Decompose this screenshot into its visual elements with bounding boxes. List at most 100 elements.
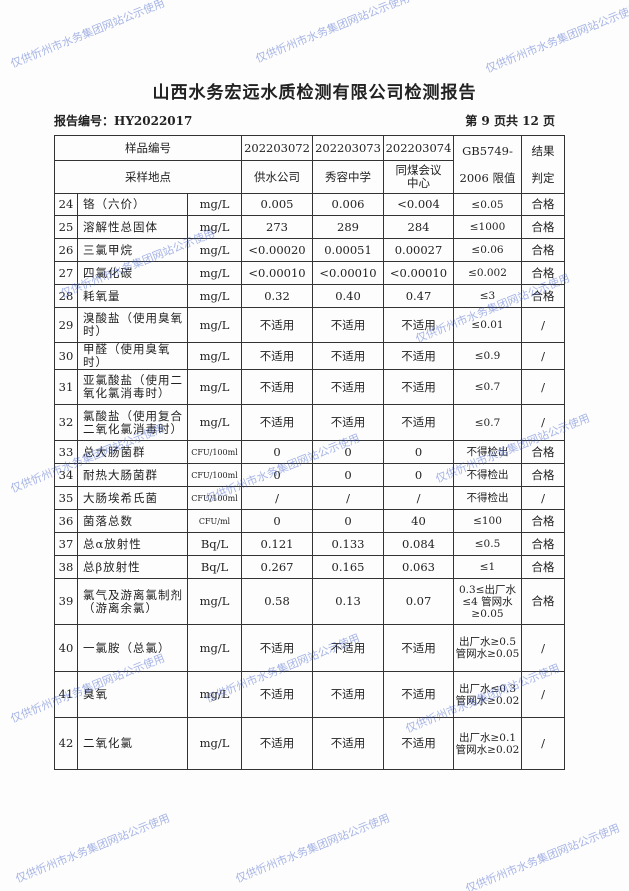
item-name: 菌落总数	[77, 509, 188, 533]
limit: 出厂水≤0.3 管网水≥0.02	[453, 671, 522, 718]
unit: CFU/100ml	[187, 463, 242, 487]
limit: ≤0.7	[453, 369, 522, 405]
result: 合格	[521, 532, 565, 556]
limit: ≤1	[453, 555, 522, 579]
value: 289	[312, 215, 384, 239]
sample-no: 202203073	[312, 135, 384, 161]
row-number: 36	[54, 509, 78, 533]
result: 合格	[521, 578, 565, 625]
unit: mg/L	[187, 261, 242, 285]
row-number: 35	[54, 486, 78, 510]
value: 不适用	[241, 342, 313, 370]
table-row: 33 总大肠菌群 CFU/100ml 0 0 0 不得检出 合格	[54, 440, 565, 464]
item-name: 亚氯酸盐（使用二氧化氯消毒时）	[77, 369, 188, 405]
item-name: 溶解性总固体	[77, 215, 188, 239]
value: 284	[383, 215, 454, 239]
unit: mg/L	[187, 215, 242, 239]
value: 不适用	[312, 342, 384, 370]
value: 0	[312, 463, 384, 487]
limit-header: GB5749- 2006 限值	[453, 135, 522, 194]
result: /	[521, 624, 565, 672]
row-number: 32	[54, 404, 78, 441]
table-row: 37 总α放射性 Bq/L 0.121 0.133 0.084 ≤0.5 合格	[54, 532, 565, 556]
limit-label-1: GB5749-	[462, 143, 513, 158]
item-name: 甲醛（使用臭氧时）	[77, 342, 188, 370]
limit: 0.3≤出厂水≤4 管网水≥0.05	[453, 578, 522, 625]
sample-no: 202203072	[241, 135, 313, 161]
value: /	[383, 486, 454, 510]
table-row: 38 总β放射性 Bq/L 0.267 0.165 0.063 ≤1 合格	[54, 555, 565, 579]
location: 同煤会议中心	[383, 160, 454, 194]
table-row: 34 耐热大肠菌群 CFU/100ml 0 0 0 不得检出 合格	[54, 463, 565, 487]
limit: ≤0.05	[453, 193, 522, 216]
value: 不适用	[383, 671, 454, 718]
unit: mg/L	[187, 717, 242, 770]
row-number: 33	[54, 440, 78, 464]
watermark: 仅供忻州市水务集团网站公示使用	[233, 811, 392, 886]
value: 不适用	[312, 717, 384, 770]
value: 不适用	[241, 369, 313, 405]
unit: CFU/100ml	[187, 440, 242, 464]
value: 不适用	[383, 342, 454, 370]
value: 不适用	[383, 369, 454, 405]
item-name: 一氯胺（总氯）	[77, 624, 188, 672]
value: <0.00020	[241, 238, 313, 262]
value: 不适用	[312, 404, 384, 441]
unit: mg/L	[187, 284, 242, 308]
value: 0	[383, 463, 454, 487]
value: 0.006	[312, 193, 384, 216]
result: 合格	[521, 509, 565, 533]
sample-no-label: 样品编号	[54, 135, 242, 161]
value: 0.40	[312, 284, 384, 308]
row-number: 41	[54, 671, 78, 718]
value: 0.00027	[383, 238, 454, 262]
result: /	[521, 369, 565, 405]
result: /	[521, 342, 565, 370]
row-number: 42	[54, 717, 78, 770]
value: 不适用	[383, 717, 454, 770]
result: 合格	[521, 440, 565, 464]
row-number: 39	[54, 578, 78, 625]
unit: mg/L	[187, 369, 242, 405]
table-row: 24 铬（六价） mg/L 0.005 0.006 <0.004 ≤0.05 合格	[54, 193, 565, 216]
item-name: 耐热大肠菌群	[77, 463, 188, 487]
value: 0.13	[312, 578, 384, 625]
value: 0	[312, 440, 384, 464]
value: <0.004	[383, 193, 454, 216]
unit: mg/L	[187, 404, 242, 441]
result: 合格	[521, 193, 565, 216]
item-name: 四氯化碳	[77, 261, 188, 285]
row-number: 40	[54, 624, 78, 672]
row-number: 30	[54, 342, 78, 370]
value: 不适用	[312, 671, 384, 718]
item-name: 总α放射性	[77, 532, 188, 556]
value: <0.00010	[241, 261, 313, 285]
limit: 出厂水≥0.1 管网水≥0.02	[453, 717, 522, 770]
page-title: 山西水务宏远水质检测有限公司检测报告	[152, 83, 477, 103]
value: 0.00051	[312, 238, 384, 262]
value: 不适用	[241, 307, 313, 343]
row-number: 24	[54, 193, 78, 216]
value: 273	[241, 215, 313, 239]
item-name: 耗氧量	[77, 284, 188, 308]
row-number: 28	[54, 284, 78, 308]
result: 合格	[521, 555, 565, 579]
result-label-2: 判定	[531, 170, 555, 185]
result: /	[521, 404, 565, 441]
result: /	[521, 486, 565, 510]
value: 不适用	[241, 404, 313, 441]
limit: ≤0.9	[453, 342, 522, 370]
value: 0.32	[241, 284, 313, 308]
value: 0.084	[383, 532, 454, 556]
value: 不适用	[383, 624, 454, 672]
table-row: 29 溴酸盐（使用臭氧时） mg/L 不适用 不适用 不适用 ≤0.01/	[54, 307, 565, 343]
table-row: 28 耗氧量 mg/L 0.32 0.40 0.47 ≤3 合格	[54, 284, 565, 308]
value: 不适用	[241, 671, 313, 718]
result: 合格	[521, 238, 565, 262]
value: 0.005	[241, 193, 313, 216]
item-name: 总大肠菌群	[77, 440, 188, 464]
location: 秀容中学	[312, 160, 384, 194]
unit: Bq/L	[187, 532, 242, 556]
limit: ≤0.7	[453, 404, 522, 441]
watermark: 仅供忻州市水务集团网站公示使用	[253, 0, 412, 66]
